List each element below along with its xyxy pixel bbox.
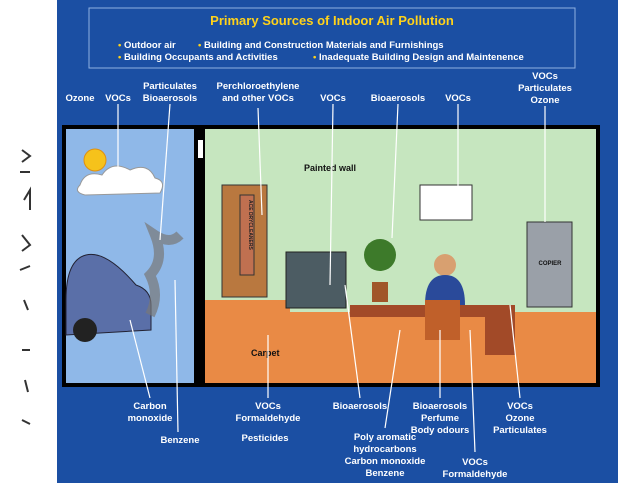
sun <box>84 149 106 171</box>
label-line: Benzene <box>160 435 199 446</box>
label-line: Bioaerosols <box>371 93 425 104</box>
bullet: • Outdoor air <box>118 40 176 51</box>
person-head <box>434 254 456 276</box>
label-line: Body odours <box>411 425 470 436</box>
label-line: Carbon monoxide <box>345 456 426 467</box>
source-label: Bioaerosols <box>333 401 387 412</box>
label-line: Ozone <box>530 95 559 106</box>
wheel <box>73 318 97 342</box>
bullet-text: Building and Construction Materials and … <box>204 40 444 51</box>
bag-text: ACE DRYCLEANERS <box>247 200 253 250</box>
chart-on-wall <box>420 185 472 220</box>
source-label: VOCs <box>320 93 346 104</box>
bullet-text: Building Occupants and Activities <box>124 52 278 63</box>
label-line: VOCs <box>255 401 281 412</box>
title: Primary Sources of Indoor Air Pollution <box>210 13 454 28</box>
vent <box>198 140 203 158</box>
label-line: Ozone <box>505 413 534 424</box>
bullet: • Building and Construction Materials an… <box>198 40 444 51</box>
label-line: Bioaerosols <box>333 401 387 412</box>
label-line: VOCs <box>105 93 131 104</box>
label-line: Formaldehyde <box>236 413 301 424</box>
source-label: VOCs <box>445 93 471 104</box>
floor-label: Carpet <box>251 348 280 358</box>
label-line: Bioaerosols <box>143 93 197 104</box>
label-line: VOCs <box>462 457 488 468</box>
source-label: Benzene <box>160 435 199 446</box>
bullet-text: Outdoor air <box>124 40 176 51</box>
label-line: Particulates <box>493 425 547 436</box>
pot <box>372 282 388 302</box>
bullet-text: Inadequate Building Design and Maintenen… <box>319 52 524 63</box>
bullet: • Inadequate Building Design and Mainten… <box>313 52 524 63</box>
label-line: Particulates <box>518 83 572 94</box>
scan-artifacts <box>20 150 30 424</box>
cabinet <box>286 252 346 308</box>
label-line: Formaldehyde <box>443 469 508 480</box>
label-line: monoxide <box>128 413 173 424</box>
label-line: Particulates <box>143 81 197 92</box>
source-label: Bioaerosols <box>371 93 425 104</box>
copier-label: COPIER <box>538 261 562 267</box>
label-line: Benzene <box>365 468 404 479</box>
bullet: • Building Occupants and Activities <box>118 52 278 63</box>
label-line: Bioaerosols <box>413 401 467 412</box>
label-line: Poly aromatic <box>354 432 416 443</box>
source-label: Ozone <box>65 93 94 104</box>
label-line: VOCs <box>445 93 471 104</box>
plant <box>364 239 396 271</box>
label-line: hydrocarbons <box>353 444 416 455</box>
label-line: VOCs <box>320 93 346 104</box>
source-label: Pesticides <box>242 433 289 444</box>
label-line: Ozone <box>65 93 94 104</box>
diagram: Primary Sources of Indoor Air Pollution … <box>0 0 618 483</box>
label-line: Perfume <box>421 413 459 424</box>
label-line: Carbon <box>133 401 166 412</box>
source-label: VOCs <box>105 93 131 104</box>
label-line: Pesticides <box>242 433 289 444</box>
label-line: Perchloroethylene <box>217 81 300 92</box>
wall-label: Painted wall <box>304 163 356 173</box>
label-line: and other VOCs <box>222 93 294 104</box>
page: {"header":{"title":"Primary Sources of I… <box>0 0 618 483</box>
chair <box>425 300 460 340</box>
label-line: VOCs <box>532 71 558 82</box>
label-line: VOCs <box>507 401 533 412</box>
